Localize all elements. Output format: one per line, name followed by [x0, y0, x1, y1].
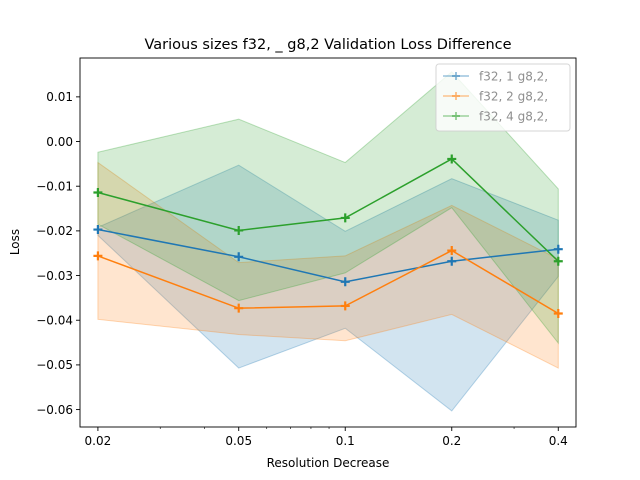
- x-tick-label: 0.4: [549, 434, 568, 448]
- legend-label: f32, 1 g8,2,: [479, 70, 548, 84]
- series-3-band: [97, 71, 559, 345]
- series-2-point: [234, 303, 244, 313]
- x-tick-label: 0.2: [442, 434, 461, 448]
- legend-marker: [452, 72, 460, 80]
- y-tick-label: −0.05: [36, 358, 73, 372]
- y-tick-label: −0.02: [36, 224, 73, 238]
- x-axis-label: Resolution Decrease: [267, 456, 390, 470]
- series-2-point: [447, 246, 457, 256]
- chart-title: Various sizes f32, _ g8,2 Validation Los…: [144, 37, 511, 53]
- series-1-point: [234, 252, 244, 262]
- plot-frame: [79, 57, 577, 428]
- series-1-point: [93, 225, 103, 235]
- y-axis-label: Loss: [8, 229, 22, 255]
- y-tick-label: −0.06: [36, 403, 73, 417]
- legend-label: f32, 4 g8,2,: [479, 110, 548, 124]
- y-tick-label: −0.04: [36, 314, 73, 328]
- series-1-point: [340, 277, 350, 287]
- legend-box: [435, 63, 571, 132]
- legend-label: f32, 2 g8,2,: [479, 90, 548, 104]
- legend-marker: [452, 112, 460, 120]
- x-tick-label: 0.05: [225, 434, 252, 448]
- x-tick-label: 0.1: [336, 434, 355, 448]
- series-2-point: [93, 251, 103, 261]
- legend: f32, 1 g8,2, f32, 2 g8,2, f32, 4 g8,2,: [435, 63, 571, 132]
- x-tick-label: 0.02: [85, 434, 112, 448]
- series-2-point: [553, 309, 563, 319]
- series-3-point: [340, 213, 350, 223]
- series-2-band: [97, 161, 559, 369]
- legend-marker: [452, 92, 460, 100]
- series-3-point: [447, 154, 457, 164]
- series-1-point: [447, 256, 457, 266]
- y-tick-label: 0.00: [46, 135, 73, 149]
- series-1-point: [553, 244, 563, 254]
- y-tick-label: 0.01: [46, 90, 73, 104]
- y-tick-label: −0.01: [36, 180, 73, 194]
- series-2-point: [340, 301, 350, 311]
- y-tick-label: −0.03: [36, 269, 73, 283]
- series-3-point: [234, 225, 244, 235]
- series-3-point: [93, 187, 103, 197]
- series-1-band: [97, 164, 559, 412]
- series-3-point: [553, 256, 563, 266]
